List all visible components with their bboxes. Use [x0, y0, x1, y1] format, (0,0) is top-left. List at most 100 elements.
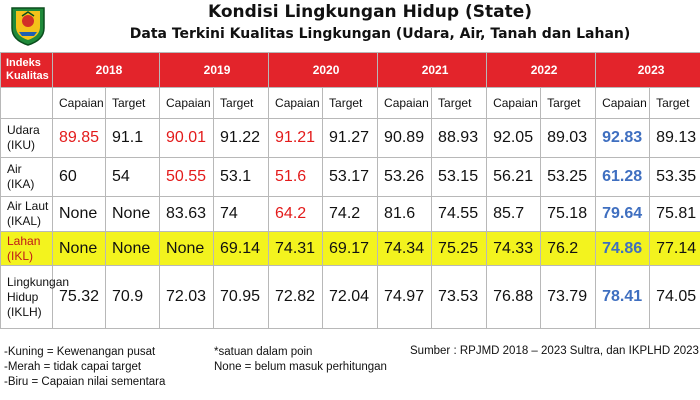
table-cell: 74.05: [649, 265, 700, 329]
table-cell: None: [104, 196, 161, 232]
table-cell: 53.25: [540, 157, 597, 197]
environment-quality-table: Indeks Kualitas 2018 2019 2020 2021 2022 2023…: [0, 52, 700, 329]
table-cell: 90.89: [377, 118, 433, 158]
row-label: Air (IKA): [0, 157, 53, 197]
table-cell: 51.6: [268, 157, 324, 197]
row-label: Udara (IKU): [0, 118, 53, 158]
target-header-2019: Target: [213, 87, 270, 119]
page-title: Kondisi Lingkungan Hidup (State): [207, 2, 533, 22]
table-row: Air (IKA) 60 54 50.55 53.1 51.6 53.17 53.26 53.1…: [0, 157, 700, 197]
table-cell: 64.2: [268, 196, 324, 232]
table-row: Air Laut (IKAL) None None 83.63 74 64.2 74.2 81…: [0, 196, 700, 232]
table-cell: 74.33: [486, 231, 542, 266]
table-cell: None: [52, 231, 106, 266]
table-cell: 91.1: [104, 118, 161, 158]
table-cell: 74.55: [431, 196, 488, 232]
table-cell: None: [52, 196, 106, 232]
target-header-2023: Target: [649, 87, 700, 119]
blank-subheader-cell: [0, 87, 53, 119]
table-cell: 90.01: [159, 118, 215, 158]
table-cell: 70.95: [213, 265, 270, 329]
table-cell: 83.63: [159, 196, 215, 232]
table-cell: 53.26: [377, 157, 433, 197]
table-cell: 72.04: [322, 265, 379, 329]
table-cell: 56.21: [486, 157, 542, 197]
capaian-header-2023: Capaian: [595, 87, 651, 119]
table-cell: 81.6: [377, 196, 433, 232]
unit-note: *satuan dalam poin: [214, 346, 313, 358]
legend-red: -Merah = tidak capai target: [4, 361, 142, 373]
table-cell: 91.21: [268, 118, 324, 158]
year-header-2023: 2023: [595, 52, 700, 88]
target-header-2021: Target: [431, 87, 488, 119]
table-cell: 53.17: [322, 157, 379, 197]
table-cell: 74.97: [377, 265, 433, 329]
capaian-header-2019: Capaian: [159, 87, 215, 119]
table-cell: None: [159, 231, 215, 266]
table-row: Udara (IKU) 89.85 91.1 90.01 91.22 91.21 91.27…: [0, 118, 700, 158]
table-cell: 79.64: [595, 196, 651, 232]
table-cell: 73.53: [431, 265, 488, 329]
table-cell: 91.27: [322, 118, 379, 158]
table-cell: 74.2: [322, 196, 379, 232]
table-cell: 69.17: [322, 231, 379, 266]
crest-logo-icon: [11, 7, 45, 46]
table-cell: 75.32: [52, 265, 106, 329]
page-subtitle: Data Terkini Kualitas Lingkungan (Udara,…: [129, 26, 631, 42]
table-cell: 92.83: [595, 118, 651, 158]
table-cell: 76.2: [540, 231, 597, 266]
legend-notes: -Kuning = Kewenangan pusat -Merah = tida…: [4, 345, 165, 390]
target-header-2020: Target: [322, 87, 379, 119]
table-cell: 69.14: [213, 231, 270, 266]
capaian-header-2020: Capaian: [268, 87, 324, 119]
table-cell: 72.03: [159, 265, 215, 329]
row-label: Lahan (IKL): [0, 231, 53, 266]
capaian-header-2021: Capaian: [377, 87, 433, 119]
table-cell: 75.25: [431, 231, 488, 266]
table-cell: 77.14: [649, 231, 700, 266]
table-cell: 89.85: [52, 118, 106, 158]
table-cell: 74.34: [377, 231, 433, 266]
index-header: Indeks Kualitas: [0, 52, 53, 88]
year-header-2020: 2020: [268, 52, 379, 88]
unit-notes: *satuan dalam poin None = belum masuk pe…: [214, 345, 387, 375]
row-label: Air Laut (IKAL): [0, 196, 53, 232]
table-cell: 74: [213, 196, 270, 232]
table-cell: 74.86: [595, 231, 651, 266]
target-header-2018: Target: [104, 87, 161, 119]
table-cell: 74.31: [268, 231, 324, 266]
table-cell: 53.35: [649, 157, 700, 197]
table-row: Lahan (IKL) None None None 69.14 74.31 69.17 74…: [0, 231, 700, 266]
table-cell: 73.79: [540, 265, 597, 329]
table-cell: 50.55: [159, 157, 215, 197]
table-cell: 89.13: [649, 118, 700, 158]
target-header-2022: Target: [540, 87, 597, 119]
table-cell: 61.28: [595, 157, 651, 197]
table-cell: 53.1: [213, 157, 270, 197]
year-header-2019: 2019: [159, 52, 270, 88]
table-cell: 76.88: [486, 265, 542, 329]
legend-blue: -Biru = Capaian nilai sementara: [4, 376, 166, 388]
row-label: Lingkungan Hidup (IKLH): [0, 265, 69, 329]
table-cell: 91.22: [213, 118, 270, 158]
year-header-2018: 2018: [51, 52, 161, 88]
table-cell: 75.81: [649, 196, 700, 232]
source-note: Sumber : RPJMD 2018 – 2023 Sultra, dan I…: [410, 345, 699, 357]
table-cell: 85.7: [486, 196, 542, 232]
none-note: None = belum masuk perhitungan: [214, 361, 387, 373]
capaian-header-2022: Capaian: [486, 87, 542, 119]
capaian-header-2018: Capaian: [52, 87, 106, 119]
year-header-2022: 2022: [486, 52, 597, 88]
table-cell: 54: [104, 157, 161, 197]
table-cell: 92.05: [486, 118, 542, 158]
table-cell: 75.18: [540, 196, 597, 232]
table-cell: 53.15: [431, 157, 488, 197]
table-cell: 60: [52, 157, 106, 197]
table-cell: None: [104, 231, 161, 266]
year-header-2021: 2021: [377, 52, 488, 88]
table-cell: 89.03: [540, 118, 597, 158]
table-cell: 78.41: [595, 265, 651, 329]
table-cell: 72.82: [268, 265, 324, 329]
legend-yellow: -Kuning = Kewenangan pusat: [4, 346, 156, 358]
table-cell: 70.9: [104, 265, 161, 329]
